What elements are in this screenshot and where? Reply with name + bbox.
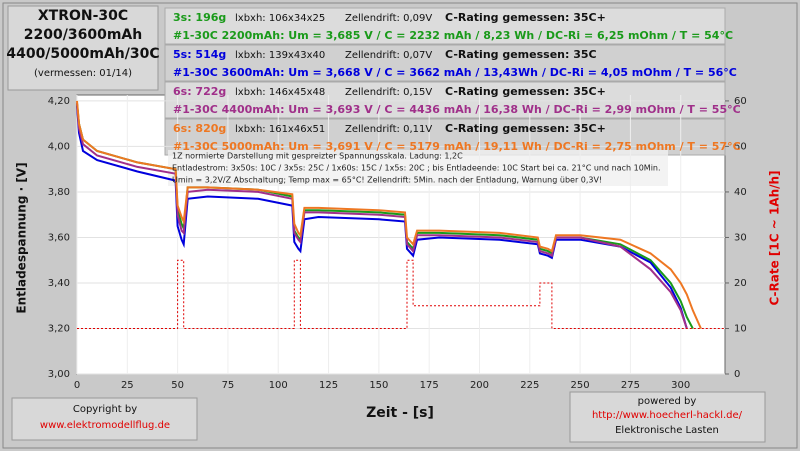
result-label: #1-30C 4400mAh: Um = 3,693 V / C = 4436 …: [173, 103, 741, 116]
pack-label: 6s: 722g: [173, 85, 226, 98]
info-row-bg: [164, 7, 726, 45]
rating-label: C-Rating gemessen: 35C: [445, 48, 597, 61]
x-axis-label: Zeit - [s]: [366, 405, 434, 421]
footer-link: www.elektromodellflug.de: [40, 420, 170, 431]
x-tick-label: 50: [171, 380, 184, 391]
series-line: [76, 100, 702, 329]
title-line: 2200/3600mAh: [24, 27, 142, 43]
frame: [2, 2, 798, 449]
info-panel: [164, 7, 726, 186]
lines: [76, 100, 725, 329]
annotation: Entladestrom: 3x50s: 10C / 3x5s: 25C / 1…: [172, 164, 661, 173]
x-tick-label: 0: [74, 380, 80, 391]
drift-label: Zellendrift: 0,07V: [345, 50, 432, 61]
y2-axis-label: C-Rate [1C ~ 1Ah/h]: [768, 170, 782, 305]
y-axis-label: Entladespannung · [V]: [15, 162, 29, 313]
x-tick-label: 75: [222, 380, 235, 391]
x-tick-label: 100: [269, 380, 288, 391]
x-tick-label: 225: [520, 380, 539, 391]
title-box: [7, 5, 159, 91]
info-row-bg: [164, 81, 726, 119]
y2-tick-label: 30: [734, 232, 747, 243]
x-tick-label: 25: [121, 380, 134, 391]
series-line: [77, 259, 725, 329]
footer-text: Elektronische Lasten: [615, 425, 719, 436]
y2-tick-label: 0: [734, 369, 740, 380]
x-tick-label: 250: [571, 380, 590, 391]
y2-tick-label: 50: [734, 141, 747, 152]
rating-label: C-Rating gemessen: 35C+: [445, 85, 606, 98]
y2-tick-label: 10: [734, 323, 747, 334]
rating-label: C-Rating gemessen: 35C+: [445, 122, 606, 135]
x-tick-label: 275: [621, 380, 640, 391]
result-label: #1-30C 3600mAh: Um = 3,668 V / C = 3662 …: [173, 66, 737, 79]
y-tick-label: 4,00: [48, 141, 70, 152]
texts: XTRON-30C 2200/3600mAh 4400/5000mAh/30C (ve…: [6, 8, 781, 436]
footer-right-box: [569, 391, 766, 443]
y2-tick-label: 60: [734, 96, 747, 107]
y-tick-label: 3,00: [48, 369, 70, 380]
pack-label: 6s: 820g: [173, 122, 226, 135]
rating-label: C-Rating gemessen: 35C+: [445, 11, 606, 24]
y-tick-label: 3,40: [48, 278, 70, 289]
size-label: lxbxh: 106x34x25: [235, 13, 325, 24]
drift-label: Zellendrift: 0,15V: [345, 87, 432, 98]
size-label: lxbxh: 161x46x51: [235, 124, 325, 135]
drift-label: Zellendrift: 0,11V: [345, 124, 432, 135]
annotation: 1Z normierte Darstellung mit gespreizter…: [172, 152, 463, 161]
drift-label: Zellendrift: 0,09V: [345, 13, 432, 24]
footer-left-box: [11, 397, 198, 441]
y-tick-label: 4,20: [48, 96, 70, 107]
result-label: #1-30C 5000mAh: Um = 3,691 V / C = 5179 …: [173, 140, 741, 153]
footer-link: http://www.hoecherl-hackl.de/: [592, 410, 743, 421]
title-line: XTRON-30C: [38, 8, 128, 24]
y-tick-label: 3,60: [48, 232, 70, 243]
annotation: Umin = 3,2V/Z Abschaltung; Temp max = 65…: [172, 176, 602, 185]
y2-tick-label: 40: [734, 187, 747, 198]
y2-tick-label: 20: [734, 278, 747, 289]
x-tick-label: 125: [319, 380, 338, 391]
title-line: 4400/5000mAh/30C: [6, 46, 159, 62]
result-label: #1-30C 2200mAh: Um = 3,685 V / C = 2232 …: [173, 29, 733, 42]
info-row-bg: [164, 44, 726, 82]
size-label: lxbxh: 146x45x48: [235, 87, 325, 98]
x-tick-label: 300: [671, 380, 690, 391]
y-tick-label: 3,20: [48, 323, 70, 334]
x-tick-label: 150: [369, 380, 388, 391]
annotation-bg: [168, 150, 668, 186]
footer-text: powered by: [638, 396, 697, 407]
y-tick-label: 3,80: [48, 187, 70, 198]
x-tick-label: 200: [470, 380, 489, 391]
size-label: lxbxh: 139x43x40: [235, 50, 325, 61]
x-tick-label: 175: [420, 380, 439, 391]
pack-label: 5s: 514g: [173, 48, 226, 61]
pack-label: 3s: 196g: [173, 11, 226, 24]
footer-text: Copyright by: [73, 404, 137, 415]
title-line: (vermessen: 01/14): [34, 68, 132, 79]
